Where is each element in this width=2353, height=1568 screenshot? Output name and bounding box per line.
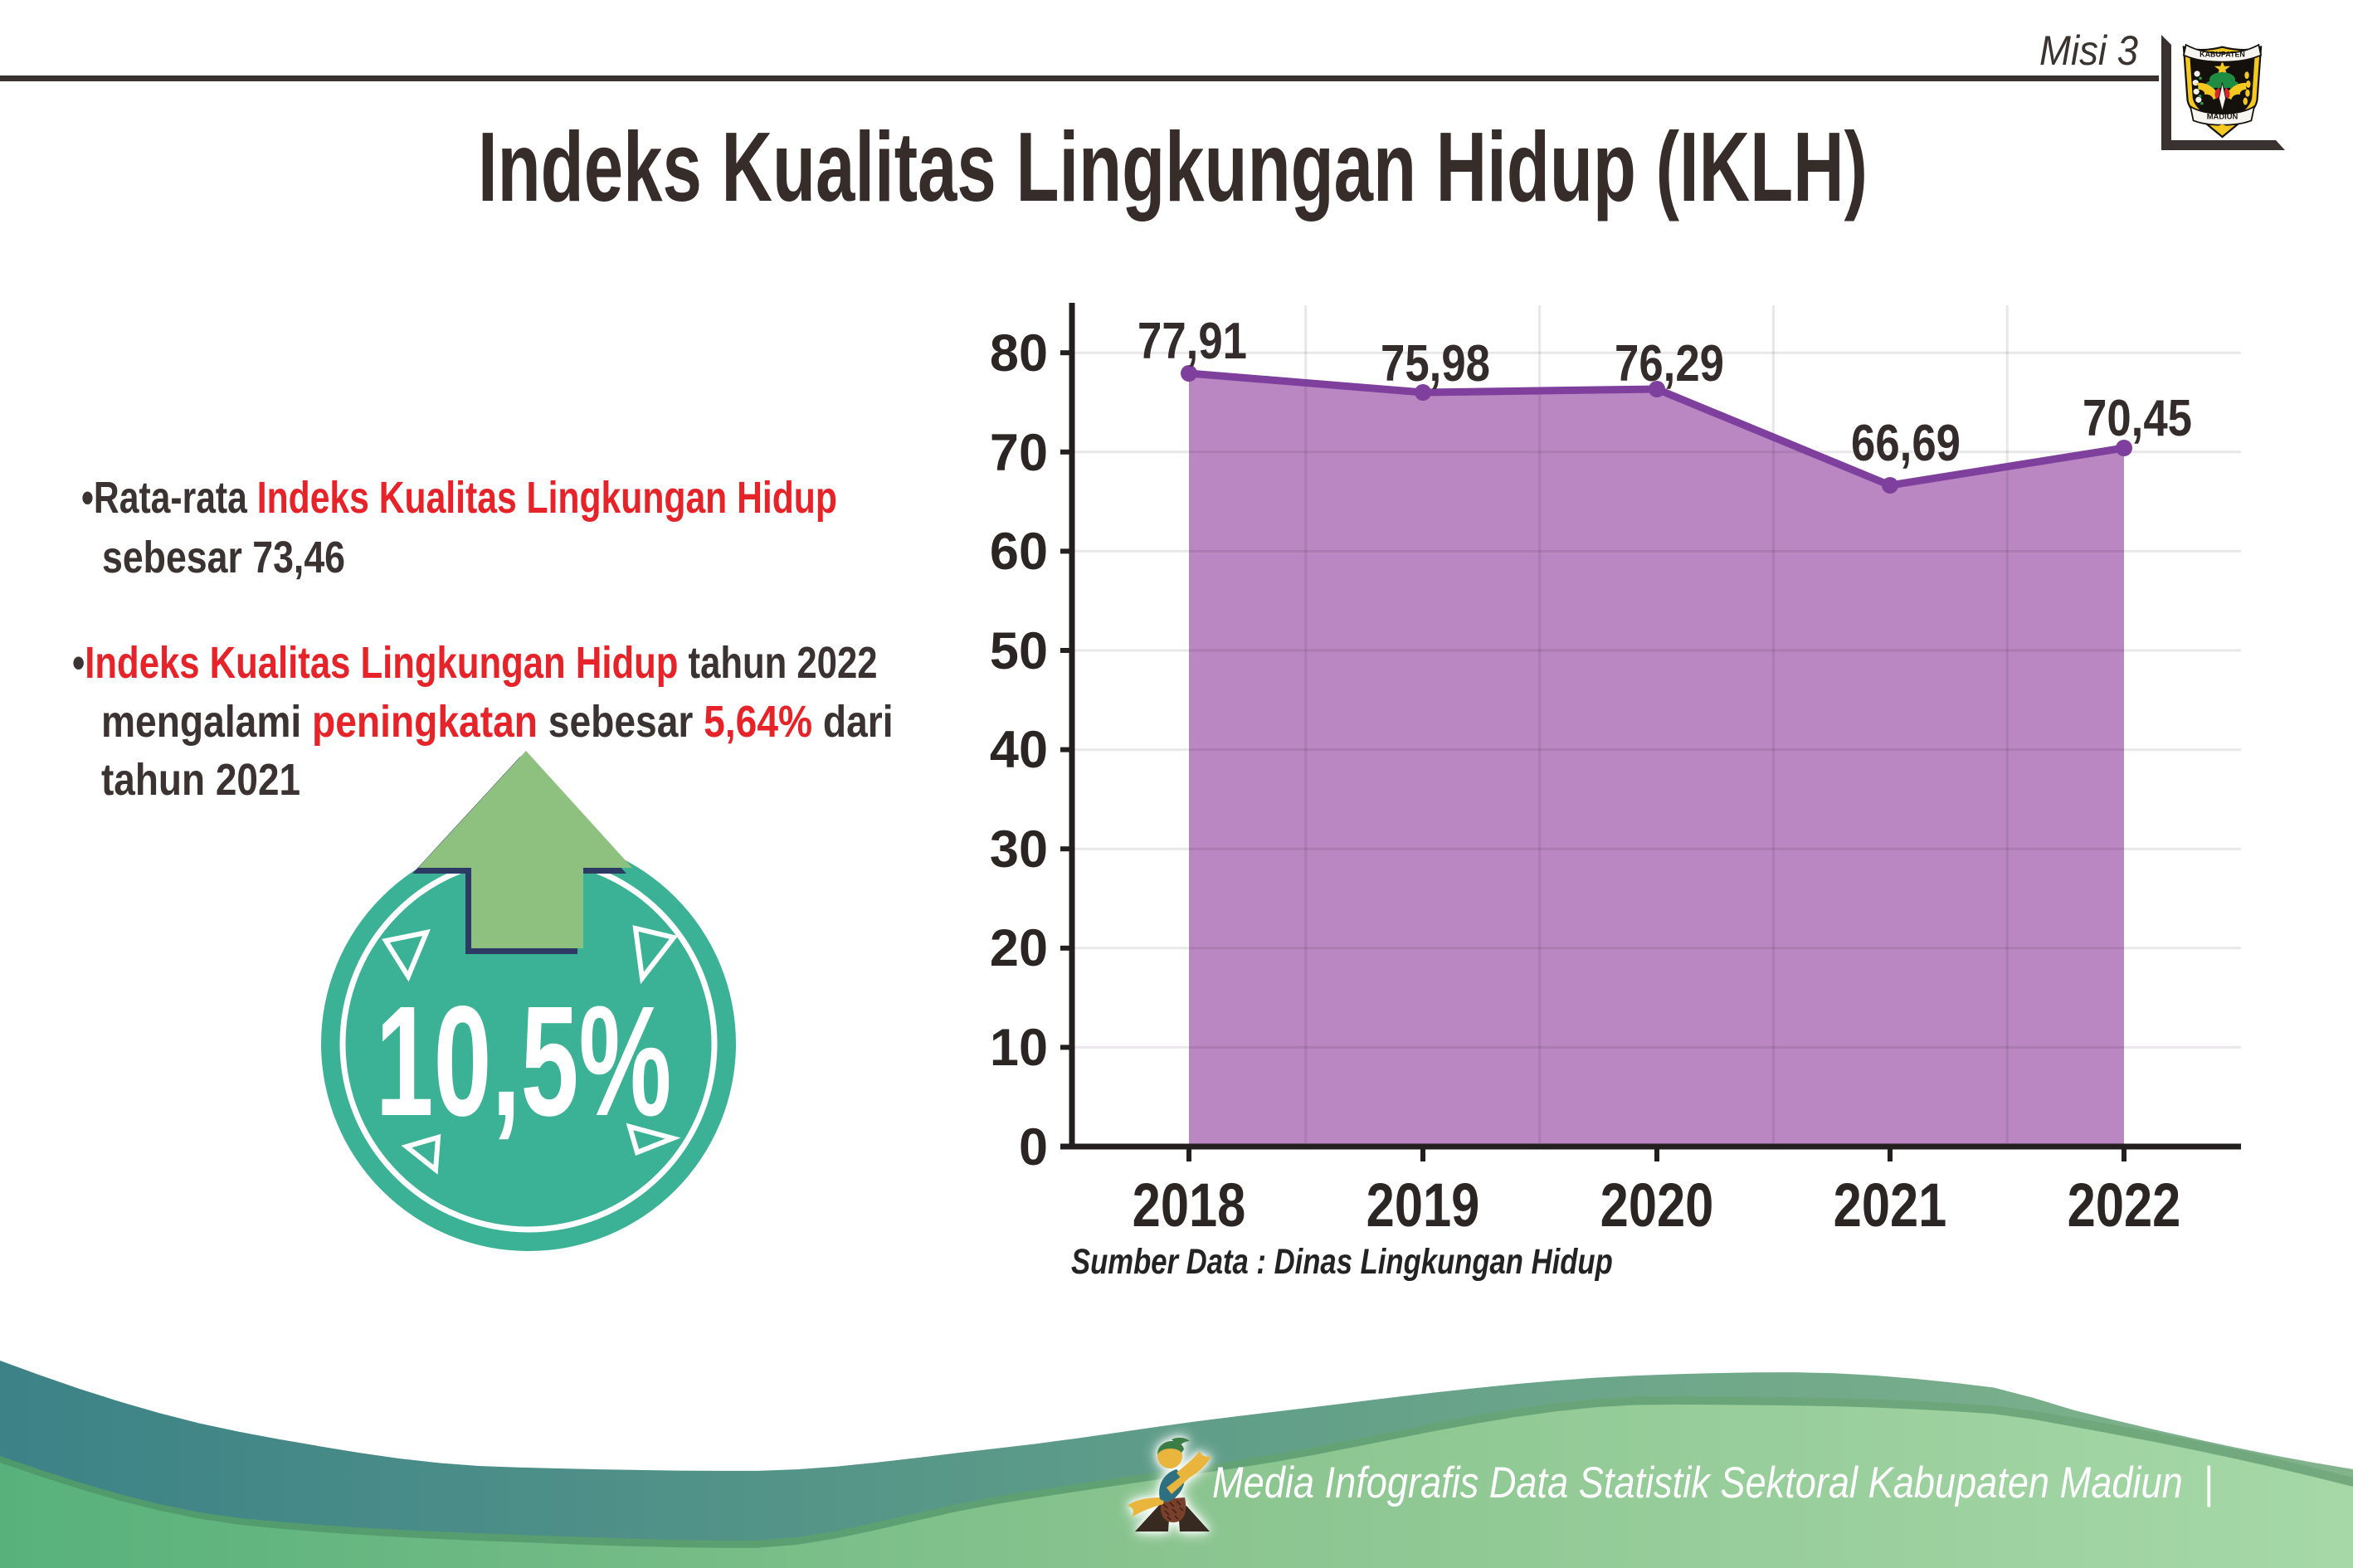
svg-text:KABUPATEN: KABUPATEN [2200, 50, 2245, 58]
svg-text:MADIUN: MADIUN [2207, 112, 2239, 121]
svg-text:10,5%: 10,5% [376, 975, 672, 1150]
